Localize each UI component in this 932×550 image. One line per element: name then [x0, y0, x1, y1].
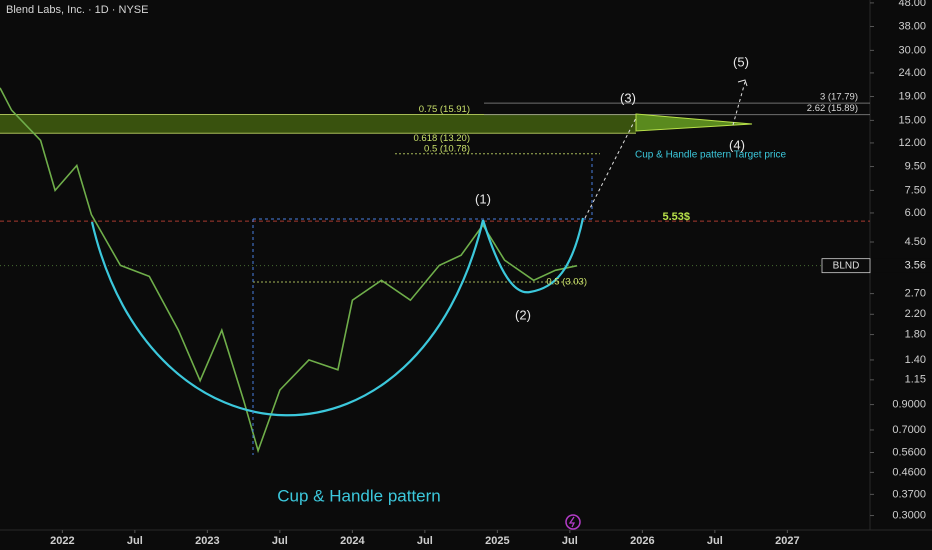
y-tick-label: 6.00: [905, 207, 926, 219]
symbol-label: BLND: [833, 260, 860, 271]
annotation: (4): [729, 137, 745, 152]
y-tick-label: 19.00: [898, 90, 926, 102]
annotation: (5): [733, 54, 749, 69]
x-tick-label: 2027: [775, 535, 799, 547]
event-icon: [568, 516, 576, 528]
annotation: (1): [475, 191, 491, 206]
level-label: 5.53$: [662, 211, 690, 223]
level-label: 0.5 (3.03): [546, 276, 587, 287]
pennant: [635, 113, 753, 132]
handle-curve: [481, 217, 585, 294]
y-tick-label: 15.00: [898, 114, 926, 126]
x-tick-label: Jul: [272, 535, 288, 547]
drawings-under: [0, 102, 870, 283]
y-tick-label: 2.20: [905, 308, 926, 320]
wave-path: [584, 117, 637, 219]
x-tick-label: Jul: [562, 535, 578, 547]
last-price-label: 3.56: [905, 260, 926, 272]
cup-curve: [90, 219, 485, 417]
symbol-tag: [821, 258, 871, 274]
event-icon: [565, 514, 581, 530]
x-tick-label: Jul: [417, 535, 433, 547]
x-tick-label: Jul: [127, 535, 143, 547]
level-label: 0.618 (13.20): [413, 133, 470, 144]
y-tick-label: 7.50: [905, 184, 926, 196]
y-tick-label: 30.00: [898, 44, 926, 56]
price-layer: [0, 87, 870, 454]
annotation: (2): [515, 307, 531, 322]
y-tick-label: 12.00: [898, 137, 926, 149]
y-tick-label: 0.5600: [892, 446, 926, 458]
x-tick-label: 2023: [195, 535, 219, 547]
y-tick-label: 1.15: [905, 374, 926, 386]
drawings-over: 0.75 (15.91) 0.618 (13.20)0.5 (10.78) 3 (1…: [90, 54, 858, 530]
annotation: Cup & Handle pattern Target price: [635, 150, 786, 161]
y-tick-label: 4.50: [905, 236, 926, 248]
x-tick-label: 2026: [630, 535, 654, 547]
y-tick-label: 0.3000: [892, 509, 926, 521]
y-tick-label: 38.00: [898, 20, 926, 32]
level-label: 0.5 (10.78): [424, 143, 470, 154]
y-tick-label: 0.7000: [892, 424, 926, 436]
y-tick-label: 9.50: [905, 160, 926, 172]
y-tick-label: 48.00: [898, 0, 926, 9]
x-tick-label: Jul: [707, 535, 723, 547]
y-tick-label: 0.3700: [892, 488, 926, 500]
annotation: (3): [620, 90, 636, 105]
x-tick-label: 2024: [340, 535, 365, 547]
level-label: 0.75 (15.91): [419, 104, 470, 115]
y-tick-label: 0.4600: [892, 466, 926, 478]
y-tick-label: 2.70: [905, 288, 926, 300]
x-tick-label: 2025: [485, 535, 509, 547]
annotation: Cup & Handle pattern: [277, 486, 441, 505]
level-label: 3 (17.79): [820, 92, 858, 103]
fib-zone: [0, 114, 636, 134]
price-line: [0, 87, 578, 454]
arrow-head: [737, 79, 748, 87]
y-tick-label: 24.00: [898, 67, 926, 79]
wave-path: [732, 81, 746, 126]
x-tick-label: 2022: [50, 535, 74, 547]
y-tick-label: 1.40: [905, 354, 926, 366]
y-tick-label: 0.9000: [892, 398, 926, 410]
last-price-tag: [871, 258, 932, 273]
chart-title: Blend Labs, Inc. · 1D · NYSE: [6, 4, 148, 16]
level-label: 2.62 (15.89): [807, 103, 858, 114]
y-tick-label: 1.80: [905, 328, 926, 340]
